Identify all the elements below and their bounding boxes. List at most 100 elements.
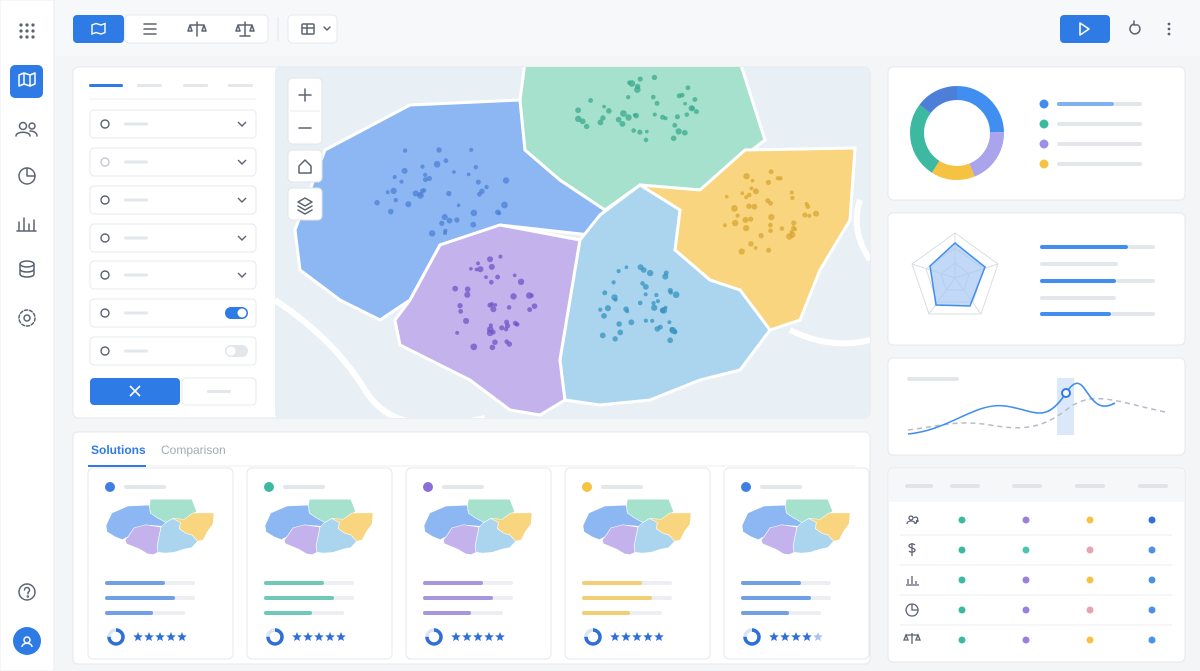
filter-field[interactable]: [89, 298, 257, 328]
cell-dot: [1148, 636, 1156, 644]
donut-legend: [1039, 99, 1142, 169]
reset-button[interactable]: [1129, 20, 1141, 35]
map-point: [502, 177, 510, 184]
nav-map[interactable]: [10, 65, 43, 98]
map-point: [463, 317, 470, 324]
toggle-knob: [237, 308, 247, 318]
map-point: [667, 320, 672, 325]
rating: [451, 632, 505, 641]
view-map[interactable]: [73, 15, 124, 43]
map-point: [600, 115, 606, 121]
map-point: [470, 209, 478, 217]
map-point: [619, 120, 626, 127]
home-button[interactable]: [287, 149, 323, 183]
rating: [769, 632, 823, 641]
metric-bar: [741, 581, 801, 585]
trend-baseline: [907, 397, 1166, 431]
map-point: [628, 80, 636, 87]
nav-settings[interactable]: [18, 309, 36, 327]
zoom-in[interactable]: [298, 88, 312, 102]
map-point: [423, 172, 428, 178]
map-point: [495, 274, 501, 280]
view-list[interactable]: [143, 23, 157, 35]
star-filled: [621, 632, 631, 641]
map[interactable]: [275, 62, 870, 425]
tab-comparison[interactable]: Comparison: [161, 443, 226, 457]
apps-icon[interactable]: [19, 23, 35, 39]
star-filled: [451, 632, 461, 641]
filter-field[interactable]: [89, 109, 257, 139]
filter-tab[interactable]: [228, 84, 253, 87]
map-point: [514, 322, 519, 327]
map-point: [651, 74, 658, 81]
map-point: [393, 197, 399, 203]
solution-card[interactable]: [87, 467, 234, 660]
solution-card[interactable]: [246, 467, 393, 660]
view-compare[interactable]: [235, 21, 255, 37]
filter-tab-active[interactable]: [89, 84, 123, 87]
nav-help[interactable]: [18, 583, 36, 601]
map-point: [588, 98, 594, 103]
star-filled: [484, 632, 494, 641]
nav-data[interactable]: [19, 260, 35, 278]
row-icon: [903, 633, 921, 644]
layers-icon: [297, 197, 313, 215]
map-point: [722, 223, 727, 228]
filter-tab[interactable]: [183, 84, 208, 87]
map-point: [470, 221, 477, 228]
score-ring-value: [584, 628, 602, 646]
row-icon: [905, 603, 919, 617]
table-dropdown[interactable]: [287, 14, 338, 44]
solution-card[interactable]: [405, 467, 552, 660]
map-point: [670, 135, 677, 142]
row-icon: [908, 543, 916, 556]
nav-users[interactable]: [15, 121, 38, 137]
map-point: [458, 308, 464, 314]
filter-field[interactable]: [89, 185, 257, 215]
map-point: [681, 129, 688, 136]
map-point: [474, 267, 479, 272]
map-point: [679, 92, 685, 98]
trend-point[interactable]: [1061, 388, 1071, 398]
map-point: [446, 217, 453, 224]
map-point: [765, 179, 772, 185]
layers-button[interactable]: [287, 187, 323, 221]
map-point: [401, 167, 408, 174]
solution-card[interactable]: [723, 467, 870, 660]
nav-charts[interactable]: [16, 217, 37, 232]
filter-tab[interactable]: [137, 84, 162, 87]
solution-card[interactable]: [564, 467, 711, 660]
map-point: [419, 188, 425, 194]
optimize-icon: [129, 385, 141, 397]
filter-field[interactable]: [89, 223, 257, 253]
filter-value-placeholder: [124, 160, 148, 164]
more-button[interactable]: [1167, 22, 1171, 36]
run-button[interactable]: [1060, 15, 1110, 43]
map-point: [531, 303, 538, 309]
map-point: [613, 297, 618, 302]
view-balance[interactable]: [187, 21, 207, 37]
star-filled: [303, 632, 313, 641]
filter-field[interactable]: [89, 147, 257, 177]
chevron: [237, 197, 247, 203]
map-point: [615, 116, 622, 123]
radar-chart: [911, 232, 999, 315]
tab-solutions[interactable]: Solutions: [91, 443, 146, 457]
table-icon: [301, 23, 331, 35]
filter-field[interactable]: [89, 260, 257, 290]
chevron: [237, 121, 247, 127]
cell-dot: [1148, 516, 1156, 524]
map-point: [616, 269, 621, 274]
score-ring-value: [266, 628, 284, 646]
metric-bar: [264, 596, 334, 600]
nav-reports[interactable]: [18, 167, 36, 185]
filter-field[interactable]: [89, 336, 257, 366]
map-point: [626, 94, 631, 100]
rating: [292, 632, 346, 641]
map-point: [464, 286, 471, 293]
map-point: [672, 329, 678, 335]
avatar[interactable]: [13, 627, 41, 655]
map-point: [662, 273, 669, 280]
map-point: [611, 280, 616, 285]
filter-icon: [100, 195, 110, 205]
